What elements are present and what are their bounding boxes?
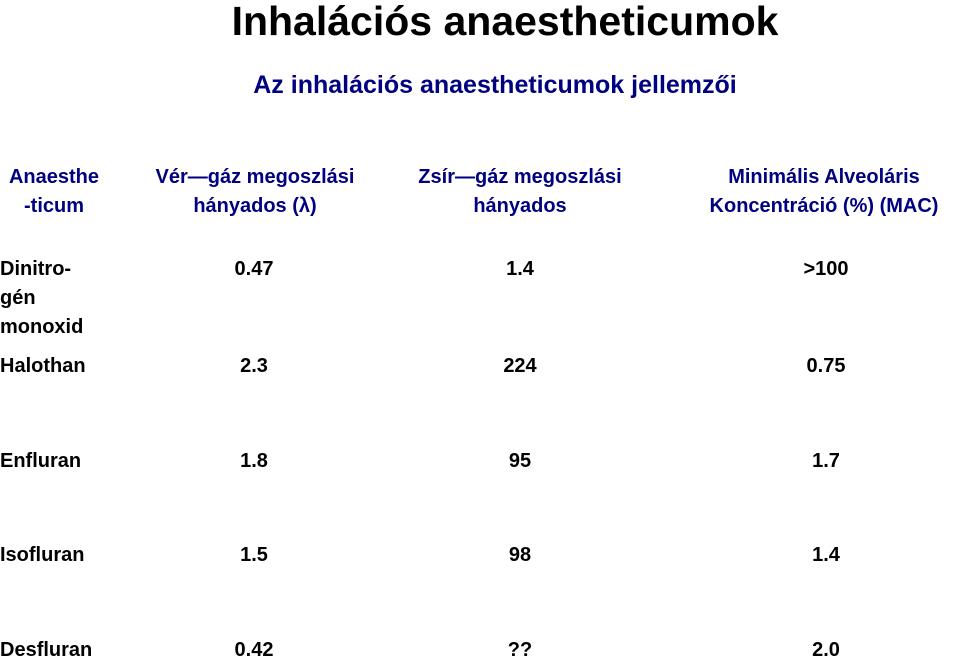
cell-mac: >100 [803,258,849,280]
cell-fat-gas: 224 [503,355,537,377]
cell-fat-gas: 98 [508,544,532,566]
column-header-mac: Minimális Alveoláris Koncentráció (%) (M… [709,166,939,217]
page-subtitle: Az inhalációs anaestheticumok jellemzői [253,71,737,99]
cell-fat-gas: ?? [507,639,533,661]
cell-blood-gas: 1.5 [240,544,268,566]
row-label-desfluran: Desfluran [0,639,93,661]
cell-blood-gas: 0.42 [234,639,274,661]
column-header-blood-gas: Vér—gáz megoszlási hányados (λ) [155,166,355,217]
row-label-enfluran: Enfluran [0,450,82,472]
cell-mac: 0.75 [806,355,846,377]
page-title: Inhalációs anaestheticumok [231,0,779,44]
cell-blood-gas: 2.3 [240,355,268,377]
cell-blood-gas: 1.8 [240,450,268,472]
row-label-isofluran: Isofluran [0,544,85,566]
cell-mac: 1.7 [812,450,840,472]
cell-fat-gas: 1.4 [506,258,534,280]
column-header-fat-gas: Zsír—gáz megoszlási hányados [418,166,622,217]
cell-mac: 2.0 [812,639,840,661]
row-label-dinitrogen-monoxide: Dinitro- gén monoxid [0,258,84,338]
cell-mac: 1.4 [812,544,840,566]
cell-blood-gas: 0.47 [234,258,274,280]
row-label-halothan: Halothan [0,355,86,377]
cell-fat-gas: 95 [508,450,532,472]
column-header-anaesthetic: Anaesthe -ticum [8,166,100,217]
